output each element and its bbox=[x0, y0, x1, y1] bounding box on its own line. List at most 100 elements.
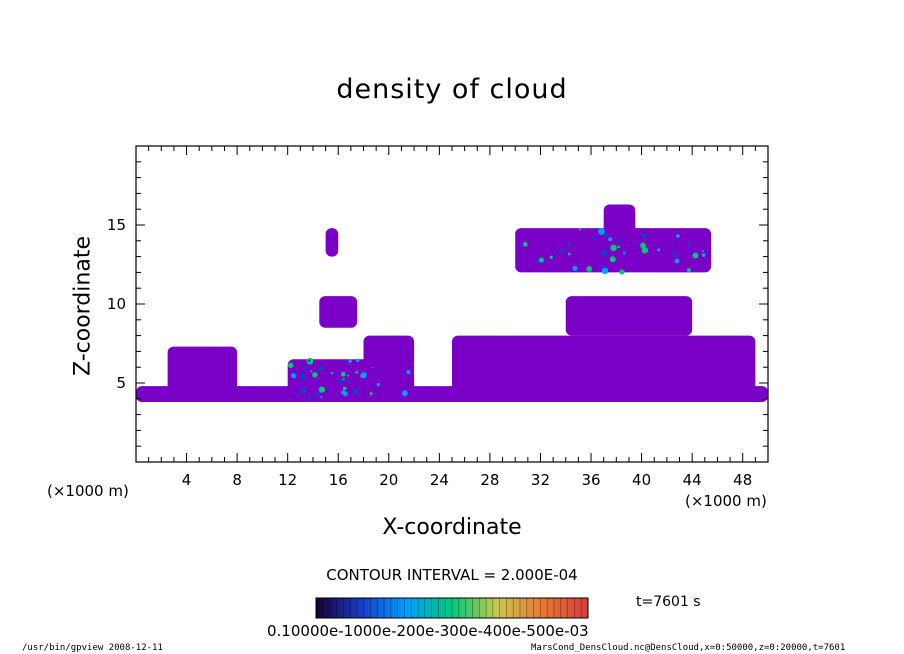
density-speck bbox=[641, 246, 649, 254]
density-speck bbox=[601, 249, 608, 256]
density-speck bbox=[330, 371, 334, 375]
density-speck bbox=[348, 359, 352, 364]
x-tick-label: 36 bbox=[581, 471, 600, 489]
cloud-region-1 bbox=[167, 346, 238, 391]
density-speck bbox=[641, 232, 647, 238]
colorbar-labels: 0.10000e-1000e-200e-300e-400e-500e-03 bbox=[267, 622, 589, 640]
density-speck bbox=[307, 359, 311, 362]
density-speck bbox=[376, 382, 380, 387]
density-speck bbox=[538, 257, 544, 263]
y-tick-label: 5 bbox=[116, 374, 126, 392]
density-speck bbox=[299, 373, 307, 381]
density-speck bbox=[296, 392, 299, 396]
x-tick-label: 40 bbox=[632, 471, 651, 489]
density-speck bbox=[633, 243, 636, 247]
density-speck bbox=[603, 232, 609, 238]
density-speck bbox=[523, 241, 528, 246]
cloud-region-6 bbox=[452, 335, 756, 399]
density-speck bbox=[618, 238, 623, 243]
cloud-region-7 bbox=[565, 296, 693, 336]
density-speck bbox=[568, 252, 571, 256]
density-speck bbox=[686, 268, 691, 273]
density-speck bbox=[619, 269, 625, 275]
x-tick-label: 16 bbox=[329, 471, 348, 489]
x-tick-label: 28 bbox=[480, 471, 499, 489]
density-speck bbox=[601, 264, 606, 269]
density-speck bbox=[307, 396, 312, 401]
density-speck bbox=[701, 253, 706, 257]
x-tick-label: 20 bbox=[379, 471, 398, 489]
density-speck bbox=[360, 375, 363, 378]
x-axis-label: X-coordinate bbox=[382, 515, 522, 540]
density-speck bbox=[337, 378, 344, 384]
density-speck bbox=[294, 371, 298, 375]
density-speck bbox=[300, 387, 307, 394]
x-tick-label: 24 bbox=[430, 471, 449, 489]
density-speck bbox=[347, 374, 350, 377]
density-speck bbox=[369, 392, 373, 396]
density-speck bbox=[355, 358, 360, 363]
density-speck bbox=[674, 258, 680, 264]
x-tick-label: 4 bbox=[182, 471, 192, 489]
cloud-region-3 bbox=[319, 296, 358, 328]
y-unit-label: (×1000 m) bbox=[47, 482, 129, 500]
density-speck bbox=[692, 252, 699, 259]
density-speck bbox=[406, 370, 411, 375]
colorbar bbox=[315, 597, 589, 619]
density-speck bbox=[689, 252, 692, 255]
density-speck bbox=[348, 380, 351, 383]
y-tick-label: 10 bbox=[107, 295, 126, 313]
density-speck bbox=[567, 241, 572, 246]
density-speck bbox=[610, 244, 617, 252]
density-speck bbox=[586, 266, 593, 272]
density-speck bbox=[578, 228, 582, 231]
cloud-density-field bbox=[136, 204, 768, 402]
chart-title: density of cloud bbox=[336, 74, 568, 105]
density-speck bbox=[671, 245, 674, 248]
y-tick-label: 15 bbox=[107, 216, 126, 234]
density-speck bbox=[572, 265, 578, 271]
density-speck bbox=[320, 396, 323, 399]
density-speck bbox=[342, 391, 348, 397]
density-speck bbox=[302, 366, 307, 371]
density-speck bbox=[401, 390, 408, 397]
density-speck bbox=[342, 378, 345, 381]
density-speck bbox=[702, 249, 705, 253]
density-speck bbox=[608, 237, 613, 242]
density-speck bbox=[552, 249, 557, 254]
density-speck bbox=[617, 245, 620, 249]
y-axis-label: Z-coordinate bbox=[70, 236, 96, 376]
density-speck bbox=[315, 392, 321, 397]
contour-interval: CONTOUR INTERVAL = 2.000E-04 bbox=[326, 566, 578, 584]
density-speck bbox=[672, 252, 678, 258]
density-speck bbox=[675, 234, 680, 238]
footer-left: /usr/bin/gpview 2008-12-11 bbox=[22, 643, 163, 653]
density-speck bbox=[342, 386, 347, 391]
x-unit-label: (×1000 m) bbox=[685, 492, 767, 510]
density-speck bbox=[318, 365, 324, 372]
density-speck bbox=[598, 228, 605, 235]
footer-right: MarsCond_DensCloud.nc@DensCloud,x=0:5000… bbox=[531, 643, 846, 653]
density-speck bbox=[640, 242, 646, 249]
cloud-region-4 bbox=[325, 228, 339, 257]
cloud-region-5 bbox=[363, 335, 415, 368]
x-tick-label: 48 bbox=[733, 471, 752, 489]
time-label: t=7601 s bbox=[636, 594, 701, 610]
density-speck bbox=[312, 372, 318, 378]
density-speck bbox=[687, 241, 691, 246]
density-speck bbox=[549, 255, 553, 259]
density-speck bbox=[609, 256, 616, 263]
x-tick-label: 12 bbox=[278, 471, 297, 489]
cloud-region-9 bbox=[603, 204, 636, 233]
density-speck bbox=[352, 389, 359, 396]
density-speck bbox=[601, 267, 609, 275]
density-speck bbox=[355, 370, 359, 374]
x-tick-label: 32 bbox=[531, 471, 550, 489]
x-tick-label: 8 bbox=[232, 471, 242, 489]
density-speck bbox=[592, 236, 597, 241]
density-speck bbox=[310, 370, 313, 373]
density-speck bbox=[622, 251, 626, 255]
density-speck bbox=[318, 386, 325, 393]
